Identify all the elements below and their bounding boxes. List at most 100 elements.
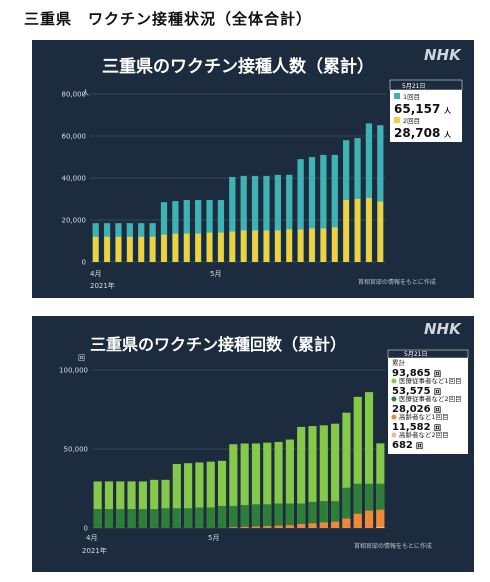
bar-1-5/11 xyxy=(285,439,294,528)
bar-1-5/13 xyxy=(308,157,316,262)
bar-1-5/10 xyxy=(274,441,283,528)
bar-2-4/27 xyxy=(218,232,224,262)
x-label-april: 4月 xyxy=(90,270,101,278)
bar-3-5/10 xyxy=(274,525,283,528)
bar-1-5/12 xyxy=(297,159,304,262)
bar-1-4/13 xyxy=(104,481,114,528)
bar-2-4/13 xyxy=(104,509,114,528)
legend-suffix-medical-dose2: 回 xyxy=(434,405,441,414)
bar-1-4/30 xyxy=(240,443,249,528)
bar-1-4/22 xyxy=(184,463,193,528)
bar-1-5/14 xyxy=(320,154,327,262)
bar-1-4/15 xyxy=(127,481,136,528)
nhk-logo: NHK xyxy=(424,46,462,64)
legend: 5月21日 1回目 65,157 人 2回目 28,708 人 xyxy=(389,79,463,142)
bar-1-4/23 xyxy=(195,200,202,262)
y-unit-label: 人 xyxy=(82,89,89,97)
bar-1-5/21 xyxy=(377,125,384,262)
bar-4-5/21 xyxy=(376,526,385,528)
bar-2-4/16 xyxy=(138,509,147,528)
y-tick-label: 100,000 xyxy=(59,367,88,375)
bar-1-4/20 xyxy=(160,202,168,262)
legend-value-dose2: 28,708 xyxy=(394,126,440,140)
bar-2-5/21 xyxy=(377,201,384,262)
x-label-may: 5月 xyxy=(210,270,221,278)
bar-1-4/27 xyxy=(217,460,227,528)
legend-swatch-elderly-dose1 xyxy=(391,414,397,420)
bar-2-5/20 xyxy=(364,483,374,528)
bar-2-4/23 xyxy=(195,233,201,262)
y-tick-label: 0 xyxy=(82,259,86,267)
nhk-logo: NHK xyxy=(424,320,462,338)
bar-2-4/13 xyxy=(104,236,110,262)
bar-1-5/14 xyxy=(319,425,328,528)
bar-2-5/21 xyxy=(376,483,385,528)
bar-1-4/21 xyxy=(172,464,181,528)
bar-2-5/14 xyxy=(319,501,328,528)
bar-2-5/7 xyxy=(263,504,272,528)
legend-suffix-dose2: 人 xyxy=(444,130,452,139)
bars xyxy=(92,123,384,263)
y-tick-labels: 0 50,000 100,000 xyxy=(59,367,88,533)
bar-1-4/14 xyxy=(116,481,125,528)
chart-panel-people: 三重県のワクチン接種人数（累計） NHK 人 0 20,000 40,000 60,0… xyxy=(32,40,474,298)
chart-people-svg: 三重県のワクチン接種人数（累計） NHK 人 0 20,000 40,000 60,0… xyxy=(62,46,463,290)
bar-2-5/13 xyxy=(308,501,317,528)
legend-label-dose2: 2回目 xyxy=(403,117,420,125)
bar-2-4/22 xyxy=(184,508,193,528)
bar-1-4/22 xyxy=(183,200,190,262)
legend-label-dose1: 1回目 xyxy=(403,93,420,101)
bar-2-4/23 xyxy=(195,507,204,528)
bar-1-4/28 xyxy=(229,176,236,262)
bar-1-5/7 xyxy=(263,442,272,528)
legend-date: 5月21日 xyxy=(404,351,427,358)
y-unit-label: 回 xyxy=(78,354,85,362)
bar-2-5/17 xyxy=(331,501,340,528)
bar-1-5/18 xyxy=(342,412,351,528)
legend-total-label: 累計 xyxy=(392,358,406,367)
bar-1-4/30 xyxy=(240,175,247,262)
bar-3-5/13 xyxy=(308,523,317,528)
bar-1-5/17 xyxy=(331,423,340,528)
bar-2-4/19 xyxy=(150,509,159,528)
bar-1-5/20 xyxy=(365,123,373,263)
bar-2-4/20 xyxy=(161,508,170,528)
bar-1-5/7 xyxy=(263,175,270,262)
y-tick-label: 20,000 xyxy=(62,217,87,225)
legend-date: 5月21日 xyxy=(402,83,425,90)
bar-3-5/17 xyxy=(331,521,340,528)
legend-swatch-dose1 xyxy=(394,93,400,99)
legend-suffix-medical-dose1: 回 xyxy=(434,387,441,396)
bar-2-4/14 xyxy=(115,236,122,262)
legend: 5月21日 累計 93,865 回 医療従事者など1回目 53,575 回 医療… xyxy=(387,349,469,454)
page-title: 三重県 ワクチン接種状況（全体合計） xyxy=(24,10,313,28)
bar-3-5/11 xyxy=(285,525,294,528)
bar-2-4/30 xyxy=(240,230,247,262)
bar-1-4/26 xyxy=(206,200,213,262)
source-note: 首相官邸の情報をもとに作成 xyxy=(358,278,436,286)
bar-2-5/20 xyxy=(366,197,372,262)
legend-label-elderly-dose2: 高齢者など2回目 xyxy=(399,430,449,439)
legend-value-medical-dose2: 28,026 xyxy=(392,404,431,415)
source-note: 首相官邸の情報をもとに作成 xyxy=(354,542,432,550)
bar-2-5/10 xyxy=(275,230,281,262)
bar-2-5/6 xyxy=(251,504,261,528)
bar-1-5/12 xyxy=(297,426,306,528)
y-tick-label: 60,000 xyxy=(62,133,87,141)
bar-2-4/15 xyxy=(127,509,136,528)
y-tick-label: 40,000 xyxy=(62,175,87,183)
bar-2-5/6 xyxy=(252,230,258,262)
bar-2-5/12 xyxy=(297,503,306,528)
bar-3-5/6 xyxy=(251,526,261,528)
legend-label-medical-dose1: 医療従事者など1回目 xyxy=(399,376,462,385)
legend-value-medical-dose1: 53,575 xyxy=(392,386,431,397)
legend-total-suffix: 回 xyxy=(434,369,441,378)
year-label: 2021年 xyxy=(90,281,115,290)
bar-2-5/7 xyxy=(263,230,270,262)
legend-swatch-medical-dose2 xyxy=(391,396,397,402)
bar-1-4/12 xyxy=(93,481,102,528)
legend-label-elderly-dose1: 高齢者など1回目 xyxy=(399,412,449,421)
y-tick-label: 0 xyxy=(84,525,88,533)
bar-2-4/28 xyxy=(229,505,238,528)
legend-swatch-medical-dose1 xyxy=(391,378,397,384)
